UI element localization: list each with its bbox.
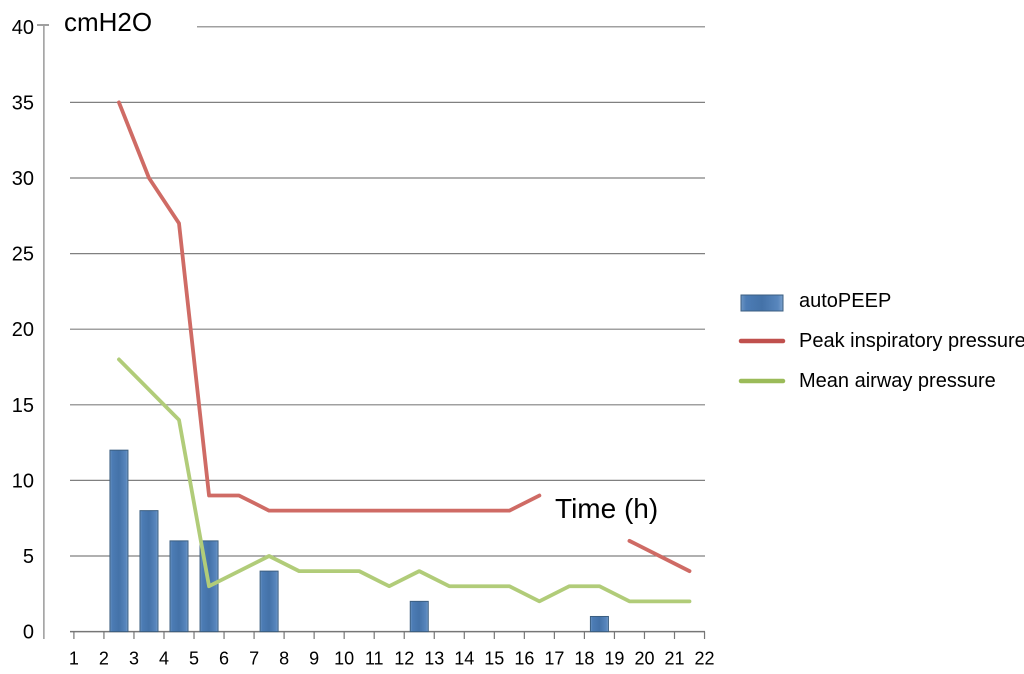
svg-text:18: 18 [574,649,594,669]
svg-text:Peak inspiratory pressure: Peak inspiratory pressure [799,330,1024,352]
svg-text:12: 12 [394,649,414,669]
svg-text:15: 15 [484,649,504,669]
svg-text:21: 21 [664,649,684,669]
svg-text:11: 11 [365,649,384,669]
svg-text:25: 25 [12,244,34,266]
svg-text:10: 10 [334,649,354,669]
svg-text:5: 5 [23,546,34,568]
svg-text:17: 17 [544,649,564,669]
svg-text:20: 20 [634,649,654,669]
svg-text:7: 7 [249,649,259,669]
svg-text:10: 10 [12,470,34,492]
svg-text:6: 6 [219,649,229,669]
svg-text:19: 19 [604,649,624,669]
svg-text:3: 3 [129,649,139,669]
svg-text:4: 4 [159,649,169,669]
svg-text:35: 35 [12,92,34,114]
svg-text:30: 30 [12,168,34,190]
svg-text:14: 14 [454,649,474,669]
svg-text:20: 20 [12,319,34,341]
svg-text:16: 16 [514,649,534,669]
svg-text:8: 8 [279,649,289,669]
svg-text:Mean airway pressure: Mean airway pressure [799,370,996,392]
svg-text:22: 22 [695,649,715,669]
svg-text:15: 15 [12,395,34,417]
svg-text:9: 9 [309,649,319,669]
svg-text:autoPEEP: autoPEEP [799,290,891,312]
svg-text:13: 13 [424,649,444,669]
svg-text:40: 40 [12,17,34,39]
svg-text:2: 2 [99,649,109,669]
svg-text:1: 1 [69,649,79,669]
svg-text:0: 0 [23,622,34,644]
svg-text:cmH2O: cmH2O [64,7,152,37]
svg-text:Time (h): Time (h) [555,493,658,524]
svg-text:5: 5 [189,649,199,669]
